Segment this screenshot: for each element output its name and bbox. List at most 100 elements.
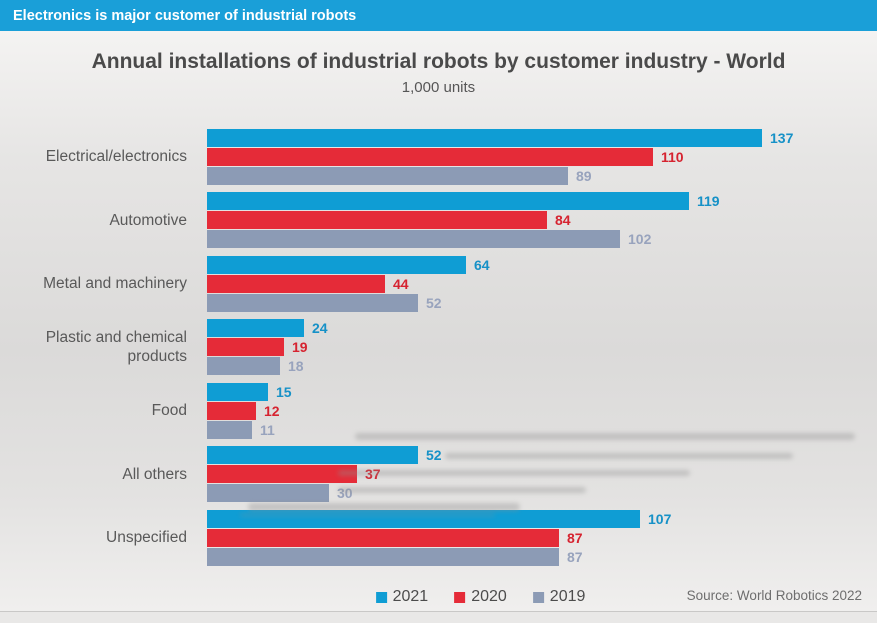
chart-row: Electrical/electronics 137 110 89 [0, 128, 877, 185]
source-note: Source: World Robotics 2022 [686, 588, 862, 603]
bar-2021 [207, 128, 762, 147]
bar-line: 64 [207, 255, 490, 274]
bar-line: 44 [207, 274, 490, 293]
bar-line: 137 [207, 128, 793, 147]
bar-group: 137 110 89 [207, 128, 793, 185]
category-label: Automotive [109, 211, 187, 229]
value-label-2021: 119 [697, 193, 720, 209]
bar-2020 [207, 465, 357, 483]
value-label-2020: 84 [555, 212, 571, 228]
bar-line: 110 [207, 147, 793, 166]
legend-swatch-icon [532, 591, 544, 603]
value-label-2019: 89 [576, 167, 592, 184]
bar-2020 [207, 274, 385, 293]
bar-line: 24 [207, 319, 328, 338]
bar-line: 87 [207, 528, 671, 547]
value-label-2020: 12 [264, 402, 280, 419]
bar-2020 [207, 401, 256, 420]
bar-line: 119 [207, 192, 720, 211]
legend-label: 2021 [392, 588, 429, 605]
legend-swatch-icon [454, 591, 466, 603]
bar-2021 [207, 382, 268, 401]
legend-label: 2019 [549, 588, 586, 605]
bar-2019 [207, 293, 418, 312]
bar-2021 [207, 192, 689, 210]
legend-item-2021: 2021 [375, 588, 429, 606]
chart-row: Metal and machinery 64 44 52 [0, 255, 877, 312]
value-label-2021: 107 [648, 510, 672, 527]
bar-2021 [207, 319, 304, 337]
value-label-2020: 44 [393, 275, 409, 292]
value-label-2019: 52 [426, 294, 442, 311]
bar-group: 64 44 52 [207, 255, 490, 312]
headline-text: Electronics is major customer of industr… [13, 7, 357, 24]
chart-subtitle: 1,000 units [401, 79, 476, 96]
value-label-2021: 15 [276, 383, 292, 400]
bar-line: 15 [207, 382, 292, 401]
bar-line: 30 [207, 484, 442, 503]
chart-row: Automotive 119 84 102 [0, 192, 877, 249]
chart-row: Food 15 12 11 [0, 382, 877, 439]
bar-line: 19 [207, 338, 328, 357]
legend: 2021 2020 2019 [375, 586, 586, 608]
chart-footer: 2021 2020 2019 Source: World Robotics 2022 [0, 586, 877, 608]
bar-2019 [207, 484, 329, 502]
legend-swatch-icon [375, 591, 387, 603]
value-label-2019: 18 [288, 358, 304, 374]
value-label-2021: 64 [474, 256, 490, 273]
bar-line: 87 [207, 547, 671, 566]
value-label-2019: 30 [337, 485, 353, 501]
chart-row: Plastic and chemical products 24 19 18 [0, 319, 877, 376]
bar-2021 [207, 446, 418, 464]
value-label-2020: 110 [661, 148, 684, 165]
value-label-2021: 52 [426, 447, 442, 463]
value-label-2020: 19 [292, 339, 308, 355]
category-label: Food [151, 402, 187, 419]
bar-2021 [207, 509, 640, 528]
bar-line: 18 [207, 357, 328, 376]
bar-2019 [207, 357, 280, 375]
bar-line: 107 [207, 509, 671, 528]
value-label-2021: 24 [312, 320, 328, 336]
value-label-2020: 87 [567, 529, 583, 546]
headline-banner: Electronics is major customer of industr… [0, 0, 877, 31]
bar-2020 [207, 211, 547, 229]
bar-line: 52 [207, 293, 490, 312]
bar-2021 [207, 255, 466, 274]
category-label: Plastic and chemical products [45, 329, 187, 365]
bar-group: 107 87 87 [207, 509, 671, 566]
category-label: All others [122, 465, 187, 483]
bar-line: 11 [207, 420, 292, 439]
legend-item-2019: 2019 [532, 588, 586, 606]
bar-group: 52 37 30 [207, 446, 442, 503]
value-label-2021: 137 [770, 129, 794, 146]
bar-group: 15 12 11 [207, 382, 292, 439]
bar-group: 24 19 18 [207, 319, 328, 376]
bar-2019 [207, 166, 568, 185]
category-label: Unspecified [106, 529, 187, 546]
chart-row: All others 52 37 30 [0, 446, 877, 503]
bar-2020 [207, 338, 284, 356]
bar-line: 89 [207, 166, 793, 185]
bar-line: 37 [207, 465, 442, 484]
bar-line: 102 [207, 230, 720, 249]
bar-line: 12 [207, 401, 292, 420]
category-label: Metal and machinery [43, 275, 187, 292]
legend-label: 2020 [471, 588, 507, 605]
bar-line: 52 [207, 446, 442, 465]
value-label-2019: 102 [628, 231, 652, 247]
chart-title: Annual installations of industrial robot… [91, 50, 786, 73]
bar-line: 84 [207, 211, 720, 230]
chart-row: Unspecified 107 87 87 [0, 509, 877, 566]
bar-2019 [207, 230, 620, 248]
category-label: Electrical/electronics [45, 148, 187, 165]
value-label-2019: 11 [260, 421, 275, 438]
bar-2020 [207, 147, 653, 166]
chart-card: Annual installations of industrial robot… [0, 31, 877, 612]
bar-2020 [207, 528, 559, 547]
bar-2019 [207, 420, 252, 439]
value-label-2019: 87 [567, 548, 583, 565]
bar-group: 119 84 102 [207, 192, 720, 249]
chart-rows: Electrical/electronics 137 110 89 Automotive… [0, 128, 877, 566]
